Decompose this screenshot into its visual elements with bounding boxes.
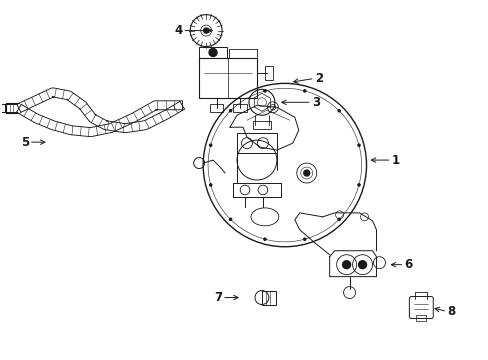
Bar [199, 46, 226, 58]
Text: 5: 5 [20, 136, 29, 149]
Circle shape [337, 109, 340, 113]
Circle shape [208, 143, 212, 147]
Polygon shape [329, 251, 376, 276]
Bar [209, 104, 223, 112]
Circle shape [358, 261, 366, 269]
Bar [252, 121, 270, 129]
Bar [264, 67, 272, 80]
Bar [232, 104, 246, 112]
Text: 6: 6 [404, 258, 412, 271]
Text: 1: 1 [390, 154, 399, 167]
Bar [415, 315, 426, 321]
Text: 4: 4 [174, 24, 182, 37]
Circle shape [302, 238, 306, 241]
Text: 7: 7 [214, 291, 222, 304]
Circle shape [357, 143, 360, 147]
Circle shape [337, 217, 340, 221]
Circle shape [208, 183, 212, 187]
Circle shape [303, 170, 309, 176]
Circle shape [357, 183, 360, 187]
Circle shape [228, 217, 232, 221]
Circle shape [203, 28, 208, 33]
Circle shape [302, 89, 306, 93]
Text: 2: 2 [314, 72, 322, 85]
Bar [229, 49, 256, 58]
Circle shape [263, 238, 266, 241]
Text: 8: 8 [447, 305, 454, 318]
Circle shape [342, 261, 350, 269]
Circle shape [228, 109, 232, 113]
Bar [262, 291, 275, 305]
Bar [199, 58, 256, 98]
Circle shape [263, 89, 266, 93]
Text: 3: 3 [311, 96, 319, 109]
Circle shape [209, 49, 217, 57]
